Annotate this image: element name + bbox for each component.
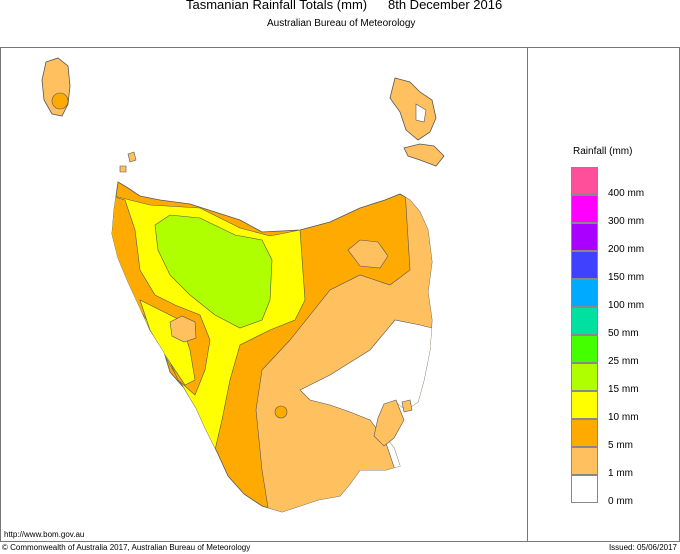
patch-5mm-south <box>274 405 288 419</box>
legend-swatch <box>571 447 598 475</box>
legend-label: 0 mm <box>608 496 633 507</box>
legend-divider <box>527 47 528 541</box>
legend-swatch <box>571 307 598 335</box>
legend-swatch <box>571 363 598 391</box>
legend-swatch <box>571 391 598 419</box>
small-islands <box>119 151 413 447</box>
legend-swatch <box>571 335 598 363</box>
legend-swatch <box>571 279 598 307</box>
legend-label: 400 mm <box>608 188 645 199</box>
legend-label: 300 mm <box>608 216 645 227</box>
legend-label: 25 mm <box>608 356 639 367</box>
patch-1-5mm-west <box>169 315 197 343</box>
legend-title: Rainfall (mm) <box>573 146 633 157</box>
legend-label: 10 mm <box>608 412 639 423</box>
issued-date: Issued: 05/06/2017 <box>608 543 677 552</box>
title-text: Tasmanian Rainfall Totals (mm) <box>186 0 368 12</box>
legend-label: 150 mm <box>608 272 645 283</box>
legend-label: 1 mm <box>608 468 633 479</box>
flinders-island <box>389 77 445 167</box>
legend-label: 5 mm <box>608 440 633 451</box>
source-url[interactable]: http://www.bom.gov.au <box>4 530 85 539</box>
zone-15-25mm <box>154 214 273 329</box>
legend-swatch <box>571 419 598 447</box>
legend-swatch <box>571 475 598 503</box>
patch-1-5mm-north <box>347 239 389 269</box>
subtitle: Australian Bureau of Meteorology <box>267 18 416 29</box>
legend-swatch <box>571 195 598 223</box>
title-date: 8th December 2016 <box>388 0 503 12</box>
legend-label: 50 mm <box>608 328 639 339</box>
copyright: © Commonwealth of Australia 2017, Austra… <box>2 543 251 552</box>
legend-swatch <box>571 223 598 251</box>
legend-label: 15 mm <box>608 384 639 395</box>
king-island <box>41 57 71 117</box>
legend-swatch <box>571 251 598 279</box>
tasmania-mainland <box>111 181 433 513</box>
legend-label: 200 mm <box>608 244 645 255</box>
legend-label: 100 mm <box>608 300 645 311</box>
legend-swatch <box>571 167 598 195</box>
